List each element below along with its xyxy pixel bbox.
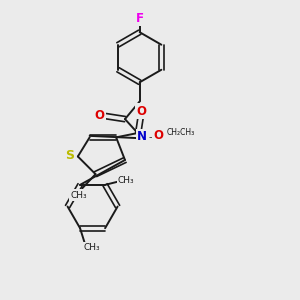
- Text: O: O: [94, 109, 104, 122]
- Text: F: F: [136, 12, 144, 25]
- Text: O: O: [154, 129, 164, 142]
- Text: S: S: [65, 148, 74, 161]
- Text: CH₃: CH₃: [118, 176, 135, 185]
- Text: CH₃: CH₃: [70, 191, 87, 200]
- Text: CH₂CH₃: CH₂CH₃: [167, 128, 195, 136]
- Text: O: O: [136, 105, 146, 118]
- Text: -H: -H: [148, 132, 159, 142]
- Text: CH₃: CH₃: [83, 243, 100, 252]
- Text: N: N: [137, 130, 147, 143]
